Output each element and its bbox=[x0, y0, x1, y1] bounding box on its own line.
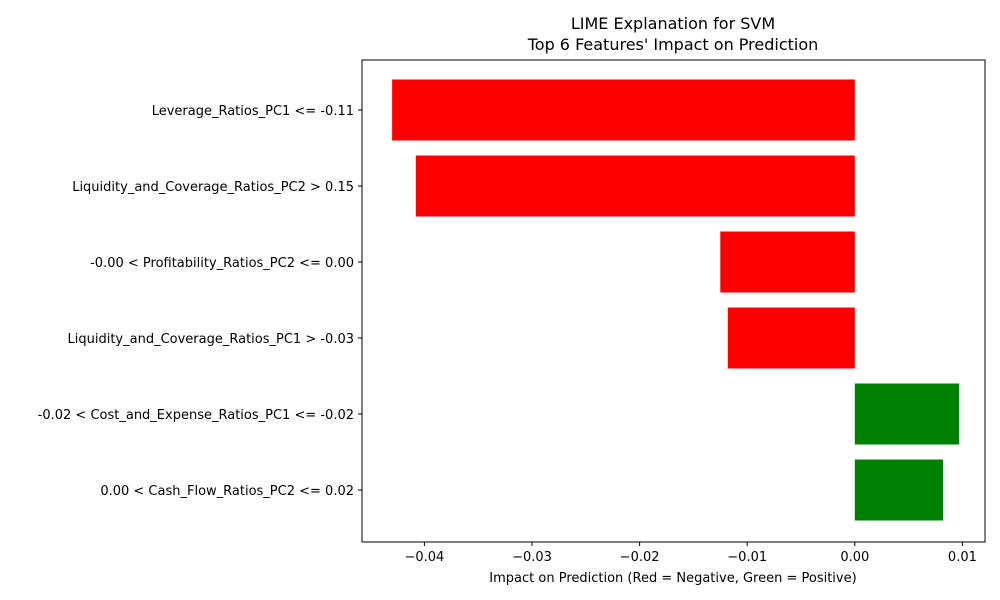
plot-frame bbox=[361, 59, 986, 543]
x-axis-label: Impact on Prediction (Red = Negative, Gr… bbox=[489, 571, 856, 586]
y-axis-ticks: Leverage_Ratios_PC1 <= -0.11 Liquidity_an… bbox=[38, 104, 362, 499]
bars-group bbox=[392, 79, 960, 521]
bar-3 bbox=[720, 231, 855, 293]
x-tick-label-6: 0.01 bbox=[948, 550, 977, 565]
y-tick-label-3: -0.00 < Profitability_Ratios_PC2 <= 0.00 bbox=[90, 256, 354, 271]
y-tick-label-1: Leverage_Ratios_PC1 <= -0.11 bbox=[152, 104, 354, 119]
x-axis-ticks: −0.04 −0.03 −0.02 −0.01 0.00 0.01 bbox=[404, 542, 977, 565]
x-tick-label-3: −0.02 bbox=[620, 550, 660, 565]
bar-1 bbox=[392, 79, 855, 141]
chart-title: LIME Explanation for SVM Top 6 Features'… bbox=[527, 14, 819, 54]
x-tick-label-2: −0.03 bbox=[512, 550, 552, 565]
x-tick-label-5: 0.00 bbox=[840, 550, 869, 565]
x-tick-label-4: −0.01 bbox=[727, 550, 767, 565]
chart-title-line-2: Top 6 Features' Impact on Prediction bbox=[527, 35, 819, 54]
y-tick-label-6: 0.00 < Cash_Flow_Ratios_PC2 <= 0.02 bbox=[100, 484, 354, 499]
y-tick-label-2: Liquidity_and_Coverage_Ratios_PC2 > 0.15 bbox=[72, 180, 354, 195]
chart-title-line-1: LIME Explanation for SVM bbox=[571, 14, 775, 33]
bar-2 bbox=[415, 155, 855, 217]
bar-5 bbox=[854, 383, 960, 445]
bar-4 bbox=[727, 307, 855, 369]
bar-6 bbox=[854, 459, 944, 521]
y-tick-label-5: -0.02 < Cost_and_Expense_Ratios_PC1 <= -… bbox=[38, 408, 354, 423]
x-tick-label-1: −0.04 bbox=[404, 550, 444, 565]
y-tick-label-4: Liquidity_and_Coverage_Ratios_PC1 > -0.0… bbox=[68, 332, 354, 347]
